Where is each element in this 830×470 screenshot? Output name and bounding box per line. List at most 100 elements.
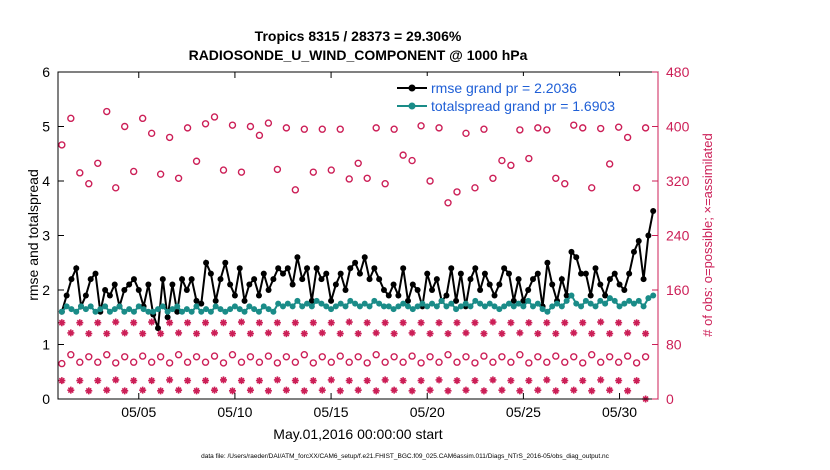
rmse-point [429, 287, 436, 293]
obs-assimilated-point [309, 377, 317, 385]
totalspread-point [265, 306, 272, 313]
totalspread-point [169, 306, 176, 313]
obs-assimilated-point [139, 386, 147, 394]
y-tick-label-left: 5 [42, 119, 50, 135]
totalspread-point [587, 300, 594, 307]
obs-possible-point [291, 358, 300, 366]
obs-assimilated-point [453, 377, 461, 385]
obs-assimilated-point [184, 377, 192, 385]
rmse-point [135, 287, 142, 293]
totalspread-point [602, 300, 609, 307]
obs-possible-point [561, 180, 569, 188]
y-tick-label-left: 2 [42, 282, 50, 298]
obs-possible-point [552, 174, 560, 182]
obs-assimilated-point [561, 319, 569, 327]
obs-possible-point [138, 114, 147, 123]
rmse-point [510, 297, 517, 304]
obs-possible-point [372, 351, 380, 359]
rmse-point [212, 297, 219, 304]
obs-possible-point [381, 180, 389, 188]
y-tick-label-right: 0 [666, 391, 674, 407]
obs-assimilated-point [363, 377, 371, 385]
totalspread-point [323, 303, 330, 310]
obs-assimilated-point [246, 330, 254, 338]
totalspread-point [635, 297, 642, 304]
obs-possible-point [516, 351, 524, 359]
obs-assimilated-point [426, 330, 434, 338]
rmse-point [496, 281, 503, 288]
obs-possible-point [453, 188, 461, 196]
rmse-point [385, 292, 392, 299]
obs-assimilated-point [444, 330, 452, 338]
obs-possible-point [345, 175, 353, 183]
totalspread-point [419, 300, 426, 307]
obs-assimilated-point [453, 319, 461, 327]
obs-possible-point [165, 133, 174, 142]
obs-possible-point [471, 359, 479, 367]
rmse-point [568, 248, 575, 255]
rmse-point [635, 237, 642, 244]
obs-assimilated-point [588, 330, 596, 338]
chart-title-line1: Tropics 8315 / 28373 = 29.306% [255, 28, 462, 44]
totalspread-point [284, 300, 291, 307]
obs-possible-point [641, 124, 650, 132]
obs-assimilated-point [139, 330, 147, 338]
obs-assimilated-point [597, 376, 605, 384]
rmse-point [361, 254, 368, 261]
rmse-point [179, 276, 186, 283]
series-obs-assimilated [58, 318, 650, 338]
totalspread-point [102, 303, 109, 310]
rmse-point [270, 276, 277, 283]
obs-possible-point [112, 184, 120, 192]
rmse-point [130, 276, 137, 283]
obs-assimilated-point [318, 329, 326, 337]
obs-assimilated-point [237, 318, 245, 326]
obs-assimilated-point [381, 376, 389, 384]
totalspread-point [241, 308, 248, 315]
obs-assimilated-point [570, 386, 578, 394]
rmse-point [164, 314, 171, 321]
obs-possible-point [435, 124, 443, 132]
totalspread-point [275, 300, 282, 307]
obs-assimilated-point [228, 387, 236, 395]
obs-possible-point [570, 353, 578, 361]
obs-assimilated-point [507, 319, 515, 327]
obs-assimilated-point [103, 330, 111, 338]
obs-assimilated-point [264, 329, 272, 337]
obs-possible-point [399, 358, 407, 366]
obs-possible-point [390, 125, 398, 133]
obs-possible-point [525, 154, 533, 163]
obs-possible-point [121, 353, 129, 361]
obs-assimilated-point [76, 377, 84, 385]
obs-possible-point [192, 157, 201, 165]
obs-possible-point [273, 359, 282, 367]
totalspread-point [539, 306, 546, 313]
obs-possible-point [174, 174, 183, 182]
x-tick-label: 05/20 [410, 404, 445, 420]
rmse-point [145, 281, 152, 288]
totalspread-point [520, 303, 527, 310]
rmse-point [332, 281, 339, 288]
totalspread-point [294, 297, 301, 304]
chart-title-line2: RADIOSONDE_U_WIND_COMPONENT @ 1000 hPa [189, 47, 528, 63]
rmse-point [525, 287, 532, 293]
rmse-point [73, 265, 80, 272]
obs-assimilated-point [291, 319, 299, 327]
obs-assimilated-point [552, 387, 560, 395]
rmse-point [491, 292, 498, 299]
totalspread-point [227, 306, 234, 313]
rmse-point [289, 281, 296, 288]
obs-assimilated-point [435, 376, 443, 384]
y-tick-label-right: 80 [666, 337, 682, 353]
rmse-point [222, 259, 229, 266]
rmse-point [433, 276, 440, 283]
totalspread-point [87, 303, 94, 310]
rmse-point [299, 276, 306, 283]
obs-assimilated-point [228, 330, 236, 338]
y-tick-label-left: 4 [42, 173, 50, 189]
rmse-point [409, 281, 416, 288]
totalspread-point [376, 300, 383, 307]
totalspread-point [549, 303, 556, 310]
totalspread-point [63, 303, 70, 310]
rmse-point [193, 297, 200, 304]
